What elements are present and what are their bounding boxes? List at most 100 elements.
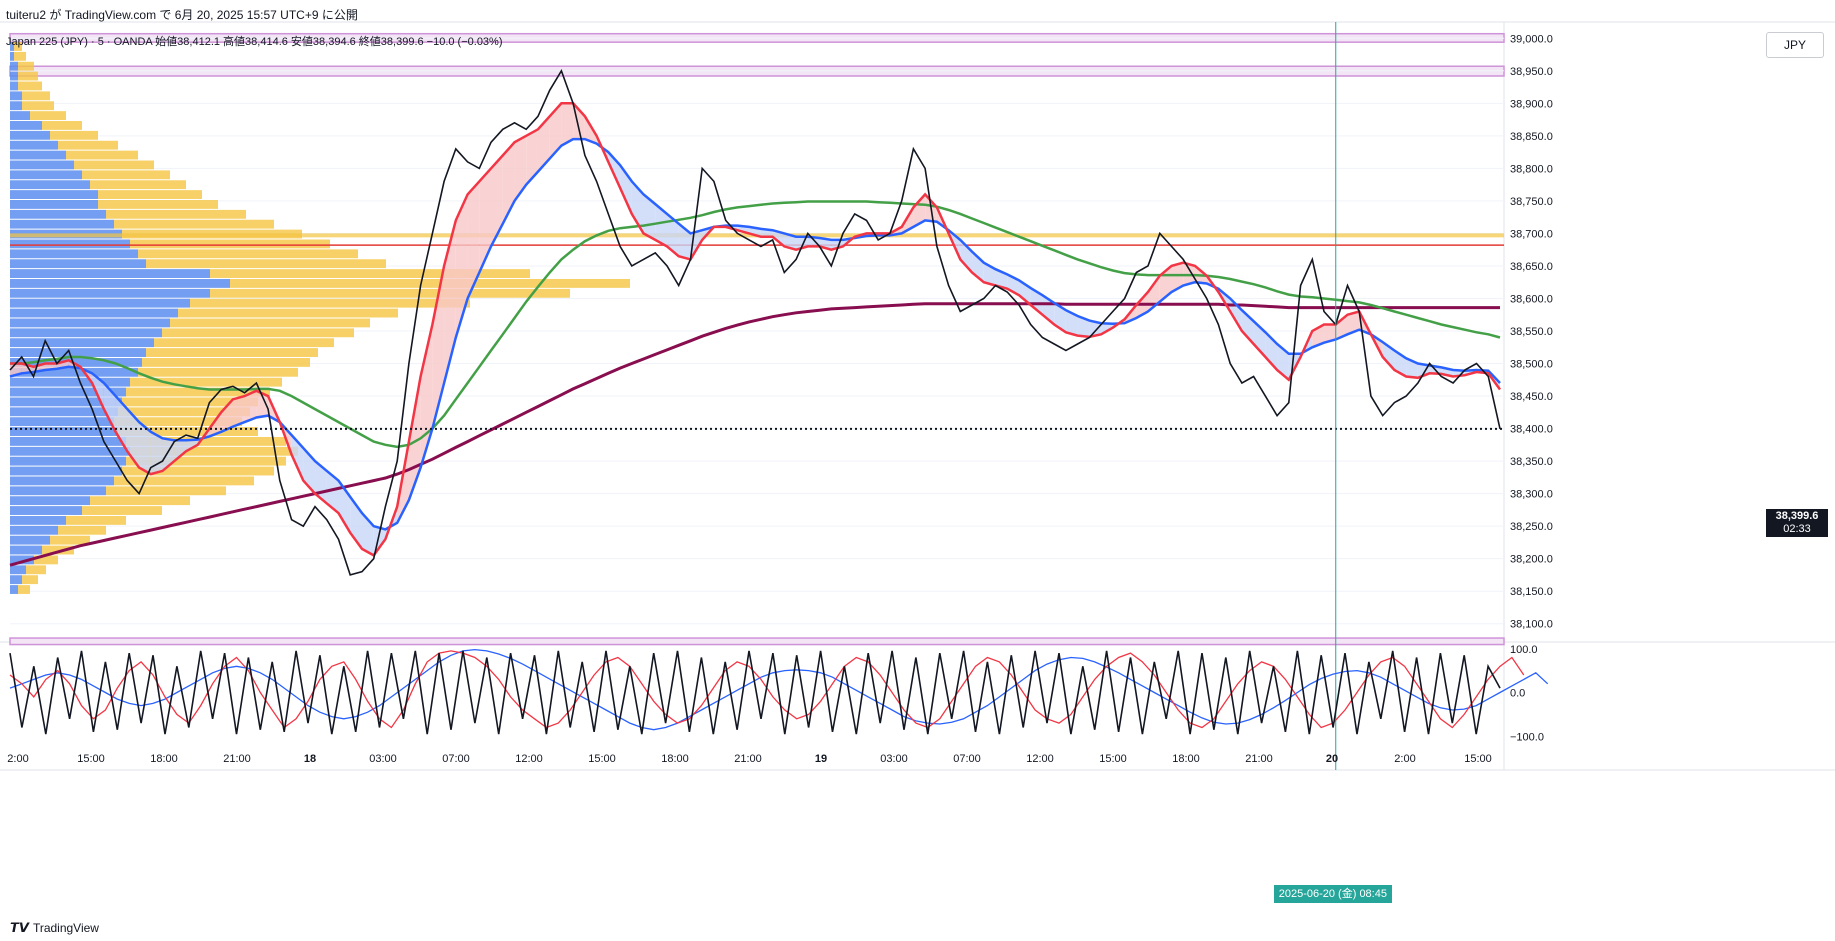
volume-bar-down bbox=[10, 288, 210, 298]
ema-band-segment bbox=[103, 383, 116, 432]
volume-bar-up bbox=[142, 357, 310, 367]
volume-bar-up bbox=[210, 269, 530, 278]
volume-bar-up bbox=[126, 456, 286, 466]
volume-bar-down bbox=[10, 575, 22, 585]
volume-bar-down bbox=[10, 219, 114, 229]
volume-bar-down bbox=[10, 367, 138, 377]
volume-bar-up bbox=[190, 298, 470, 308]
volume-bar-up bbox=[114, 476, 254, 486]
volume-bar-down bbox=[10, 269, 210, 278]
ema-band-segment bbox=[514, 135, 527, 201]
oscillator-axis-label: −100.0 bbox=[1510, 731, 1544, 743]
volume-bar-down bbox=[10, 249, 138, 259]
time-axis-label: 15:00 bbox=[588, 753, 616, 765]
volume-bar-up bbox=[42, 545, 74, 555]
volume-bar-up bbox=[106, 209, 246, 219]
price-axis-label: 39,000.0 bbox=[1510, 33, 1553, 45]
price-axis-label: 38,100.0 bbox=[1510, 619, 1553, 631]
ema-band-segment bbox=[913, 194, 926, 227]
volume-bar-up bbox=[74, 160, 154, 170]
price-axis-label: 38,300.0 bbox=[1510, 489, 1553, 501]
volume-bar-down bbox=[10, 338, 154, 348]
series-ema-fast bbox=[10, 102, 1502, 558]
volume-bar-up bbox=[90, 496, 190, 506]
volume-bar-down bbox=[10, 486, 106, 496]
time-axis-label: 07:00 bbox=[953, 753, 981, 765]
ema-band-segment bbox=[444, 220, 456, 384]
time-axis-label: 15:00 bbox=[77, 753, 105, 765]
volume-bar-up bbox=[58, 140, 118, 150]
volume-bar-down bbox=[10, 466, 122, 476]
volume-bar-down bbox=[10, 348, 146, 357]
volume-bar-up bbox=[130, 446, 298, 456]
chart-header: tuiteru2 が TradingView.com で 6月 20, 2025… bbox=[6, 6, 503, 49]
volume-bar-up bbox=[126, 436, 286, 446]
volume-bar-down bbox=[10, 456, 126, 466]
ema-band-segment bbox=[326, 470, 339, 514]
volume-bar-up bbox=[114, 219, 274, 229]
ema-band-segment bbox=[256, 390, 269, 418]
volume-bar-down bbox=[10, 150, 66, 160]
tradingview-logo-icon: 𝙏𝙑 bbox=[10, 920, 29, 935]
time-axis-label: 19 bbox=[815, 753, 827, 765]
ema-band-segment bbox=[643, 194, 656, 240]
ema-band-segment bbox=[174, 440, 186, 462]
volume-bar-up bbox=[98, 200, 218, 209]
volume-bar-up bbox=[22, 91, 50, 101]
ema-band-segment bbox=[549, 103, 562, 159]
volume-bar-down bbox=[10, 101, 22, 111]
volume-bar-down bbox=[10, 427, 118, 436]
volume-bar-down bbox=[10, 407, 118, 417]
ema-band-segment bbox=[667, 213, 679, 257]
volume-bar-down bbox=[10, 545, 42, 555]
volume-bar-up bbox=[154, 338, 334, 348]
price-axis-label: 38,450.0 bbox=[1510, 391, 1553, 403]
volume-bar-down bbox=[10, 387, 126, 397]
volume-bar-down bbox=[10, 308, 178, 318]
zone-band-2 bbox=[9, 637, 1505, 646]
volume-bar-down bbox=[10, 180, 90, 190]
volume-bar-down bbox=[10, 446, 130, 456]
ema-band-segment bbox=[573, 103, 585, 140]
ema-band-segment bbox=[1171, 262, 1184, 292]
price-axis-label: 38,800.0 bbox=[1510, 163, 1553, 175]
ema-band-segment bbox=[1230, 298, 1242, 331]
volume-bar-up bbox=[82, 506, 162, 515]
volume-bar-down bbox=[10, 417, 114, 427]
volume-bar-up bbox=[66, 150, 138, 160]
ema-band-segment bbox=[526, 129, 538, 185]
volume-bar-down bbox=[10, 140, 58, 150]
volume-bar-up bbox=[14, 51, 26, 61]
bar-countdown: 02:33 bbox=[1783, 523, 1811, 535]
volume-bar-up bbox=[90, 180, 186, 190]
volume-bar-down bbox=[10, 397, 122, 407]
volume-bar-up bbox=[122, 466, 274, 476]
price-axis-label: 38,150.0 bbox=[1510, 586, 1553, 598]
ema-band-segment bbox=[1077, 316, 1090, 337]
last-price: 38,399.6 bbox=[1775, 510, 1819, 522]
ema-band-segment bbox=[139, 422, 151, 475]
time-axis-label: 21:00 bbox=[223, 753, 251, 765]
last-price-tag: 38,399.6 02:33 bbox=[1766, 509, 1828, 537]
volume-bar-up bbox=[122, 397, 258, 407]
price-axis-label: 38,350.0 bbox=[1510, 456, 1553, 468]
price-axis-label: 38,600.0 bbox=[1510, 293, 1553, 305]
volume-bar-down bbox=[10, 170, 82, 180]
price-axis-label: 38,700.0 bbox=[1510, 228, 1553, 240]
ema-band-segment bbox=[115, 396, 128, 452]
volume-bar-down bbox=[10, 585, 18, 594]
oscillator-axis-label: 100.0 bbox=[1510, 644, 1538, 656]
ema-band-segment bbox=[960, 239, 973, 273]
time-axis-label: 18:00 bbox=[150, 753, 178, 765]
volume-bar-up bbox=[34, 555, 58, 565]
currency-button[interactable]: JPY bbox=[1766, 32, 1824, 58]
volume-bar-up bbox=[126, 387, 270, 397]
ema-band-segment bbox=[491, 155, 503, 247]
time-axis-label: 18 bbox=[304, 753, 316, 765]
time-axis-label: 18:00 bbox=[661, 753, 689, 765]
volume-bar-up bbox=[230, 278, 630, 288]
ema-band-segment bbox=[537, 116, 550, 172]
time-axis-label: 21:00 bbox=[1245, 753, 1273, 765]
price-axis-label: 38,550.0 bbox=[1510, 326, 1553, 338]
